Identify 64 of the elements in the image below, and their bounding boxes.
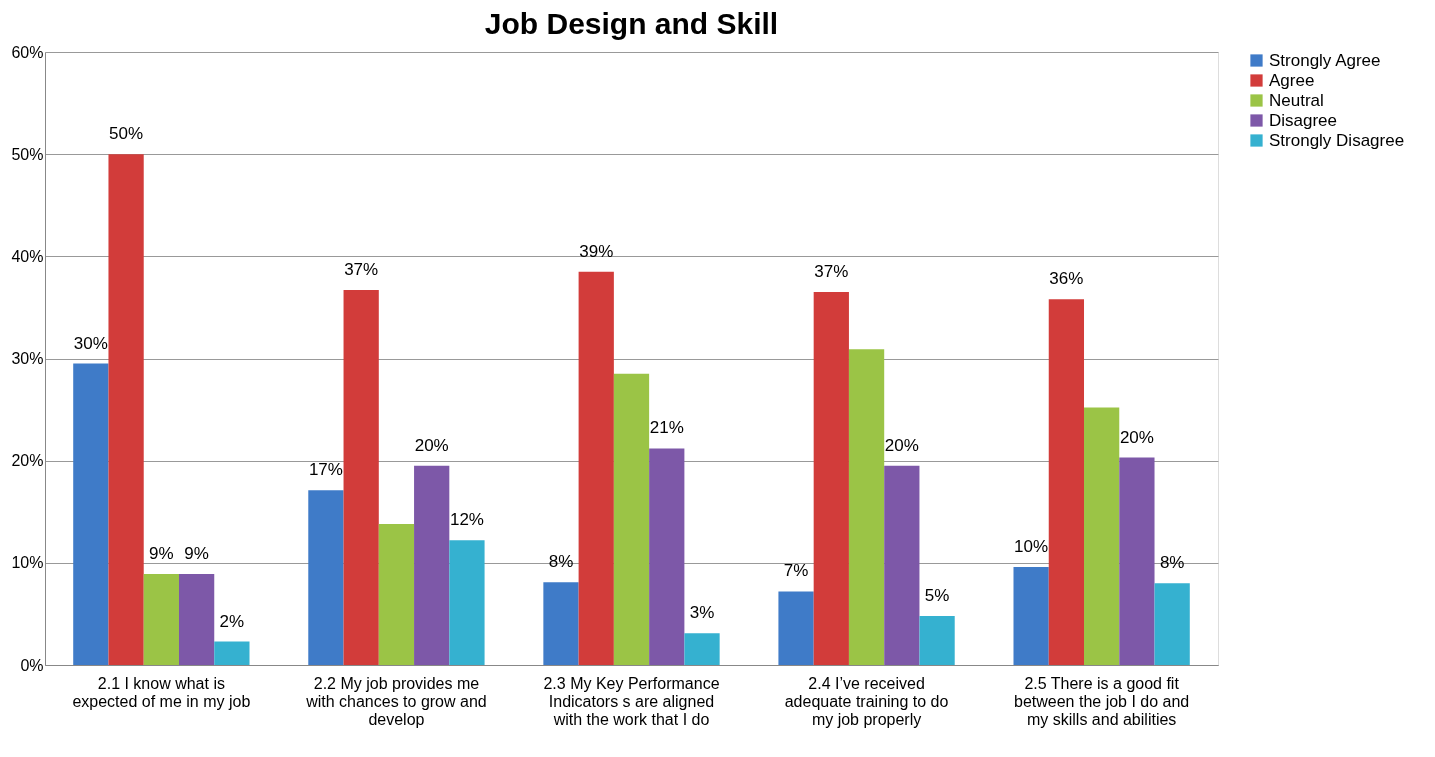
data-label: 20%	[414, 435, 449, 455]
bar	[343, 290, 379, 665]
data-label: 9%	[184, 544, 209, 564]
legend-label: Strongly Disagree	[1269, 130, 1405, 150]
bar	[1084, 407, 1120, 665]
legend-label: Agree	[1269, 70, 1315, 90]
data-label: 50%	[109, 124, 144, 144]
bar	[73, 363, 109, 665]
bar	[449, 540, 485, 665]
y-tick-label: 20%	[11, 452, 44, 470]
legend-label: Neutral	[1269, 90, 1324, 110]
y-tick-label: 30%	[11, 350, 44, 367]
bar	[1119, 457, 1155, 665]
x-tick-label: 2.1 I know what is expected of me in my job	[72, 674, 251, 710]
data-label: 37%	[814, 262, 849, 282]
data-label: 12%	[449, 510, 484, 530]
legend-label: Strongly Agree	[1269, 50, 1381, 70]
bar	[578, 271, 614, 665]
data-label: 39%	[579, 241, 614, 261]
y-tick-label: 50%	[11, 145, 44, 163]
data-label: 5%	[924, 585, 950, 605]
bar	[143, 574, 179, 665]
bar	[214, 641, 250, 665]
data-label: 8%	[548, 552, 574, 572]
data-label: 21%	[649, 418, 684, 438]
bar	[1013, 566, 1049, 665]
bar	[1048, 299, 1085, 665]
data-label: 3%	[689, 603, 715, 623]
data-label: 36%	[1049, 269, 1084, 289]
legend-label: Disagree	[1269, 110, 1338, 130]
data-label: 20%	[884, 435, 919, 455]
bar	[378, 524, 415, 665]
x-tick-label: 2.2 My job provides me with chances to grow and develop	[305, 674, 487, 728]
data-label: 9%	[149, 544, 174, 564]
bar	[108, 154, 144, 665]
bar	[884, 465, 920, 665]
bar	[813, 292, 849, 665]
data-label: 2%	[219, 611, 245, 631]
bar	[684, 633, 720, 665]
y-tick-label: 10%	[11, 554, 44, 572]
y-tick-label: 0%	[20, 656, 44, 674]
data-label: 7%	[783, 561, 809, 581]
data-label: 20%	[1119, 427, 1154, 447]
bar	[778, 591, 814, 665]
y-tick-label: 60%	[11, 43, 44, 61]
x-tick-label: 2.3 My Key Performance Indicators s are aligned with the work that I do	[543, 674, 720, 728]
chart-title: Job Design and Skill	[484, 7, 779, 40]
bar	[1154, 583, 1190, 665]
bar	[308, 490, 344, 665]
x-tick-label: 2.5 There is a good fit between the job I do and my skills and abilities	[1014, 674, 1190, 728]
bar	[919, 615, 955, 665]
bar	[613, 373, 650, 665]
bar	[848, 349, 885, 665]
data-label: 17%	[308, 460, 343, 480]
data-label: 30%	[73, 333, 108, 353]
bar	[649, 448, 685, 665]
bar	[543, 582, 579, 665]
data-label: 37%	[344, 260, 379, 280]
bar	[414, 465, 450, 665]
bar	[178, 574, 215, 665]
x-tick-label: 2.4 I’ve received adequate training to do my job properly	[784, 674, 949, 728]
data-label: 10%	[1014, 536, 1049, 556]
data-label: 8%	[1159, 553, 1185, 573]
y-tick-label: 40%	[11, 247, 44, 265]
